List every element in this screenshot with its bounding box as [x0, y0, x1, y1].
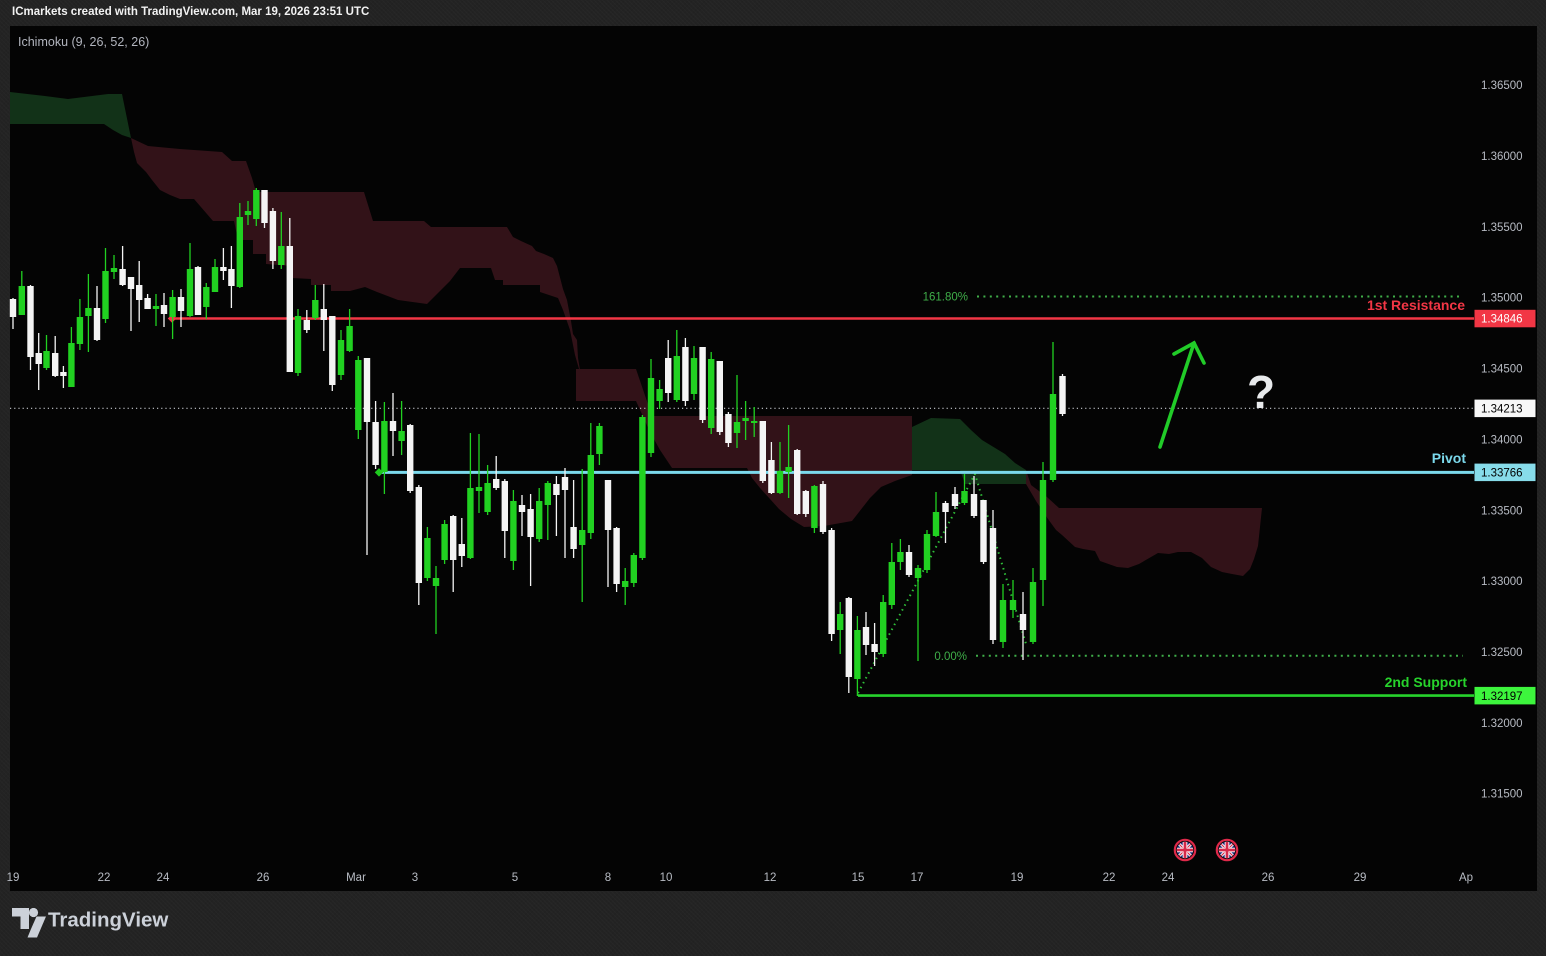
svg-text:19: 19	[7, 872, 20, 884]
svg-text:26: 26	[257, 872, 270, 884]
svg-text:1.34846: 1.34846	[1481, 314, 1523, 326]
svg-text:1.35000: 1.35000	[1481, 293, 1523, 305]
svg-text:17: 17	[911, 872, 924, 884]
svg-text:1.33500: 1.33500	[1481, 505, 1523, 517]
svg-text:22: 22	[1103, 872, 1116, 884]
svg-text:1.36500: 1.36500	[1481, 80, 1523, 92]
svg-text:15: 15	[852, 872, 865, 884]
svg-text:1.32197: 1.32197	[1481, 691, 1523, 703]
svg-text:24: 24	[1162, 872, 1175, 884]
svg-text:Ichimoku (9, 26, 52, 26): Ichimoku (9, 26, 52, 26)	[18, 35, 149, 49]
svg-text:1.34500: 1.34500	[1481, 364, 1523, 376]
svg-text:?: ?	[1247, 366, 1275, 418]
svg-text:0.00%: 0.00%	[934, 651, 967, 663]
svg-text:2nd Support: 2nd Support	[1385, 674, 1468, 690]
svg-text:19: 19	[1011, 872, 1024, 884]
svg-text:161.80%: 161.80%	[923, 292, 968, 304]
svg-text:Mar: Mar	[346, 872, 366, 884]
svg-text:10: 10	[660, 872, 673, 884]
svg-text:1.31500: 1.31500	[1481, 789, 1523, 801]
svg-text:1.33766: 1.33766	[1481, 468, 1523, 480]
svg-text:8: 8	[605, 872, 611, 884]
svg-text:Pivot: Pivot	[1432, 450, 1467, 466]
svg-text:Ap: Ap	[1459, 872, 1473, 884]
svg-text:22: 22	[98, 872, 111, 884]
svg-text:1st Resistance: 1st Resistance	[1367, 297, 1465, 313]
svg-text:29: 29	[1354, 872, 1367, 884]
svg-text:26: 26	[1262, 872, 1275, 884]
svg-text:1.34213: 1.34213	[1481, 404, 1523, 416]
svg-text:12: 12	[764, 872, 777, 884]
svg-text:5: 5	[512, 872, 518, 884]
svg-text:1.35500: 1.35500	[1481, 222, 1523, 234]
svg-text:1.36000: 1.36000	[1481, 151, 1523, 163]
svg-text:24: 24	[157, 872, 170, 884]
svg-text:1.32000: 1.32000	[1481, 718, 1523, 730]
svg-text:3: 3	[412, 872, 418, 884]
svg-text:TradingView: TradingView	[48, 909, 168, 932]
svg-text:1.32500: 1.32500	[1481, 647, 1523, 659]
svg-text:1.33000: 1.33000	[1481, 576, 1523, 588]
svg-text:1.34000: 1.34000	[1481, 434, 1523, 446]
